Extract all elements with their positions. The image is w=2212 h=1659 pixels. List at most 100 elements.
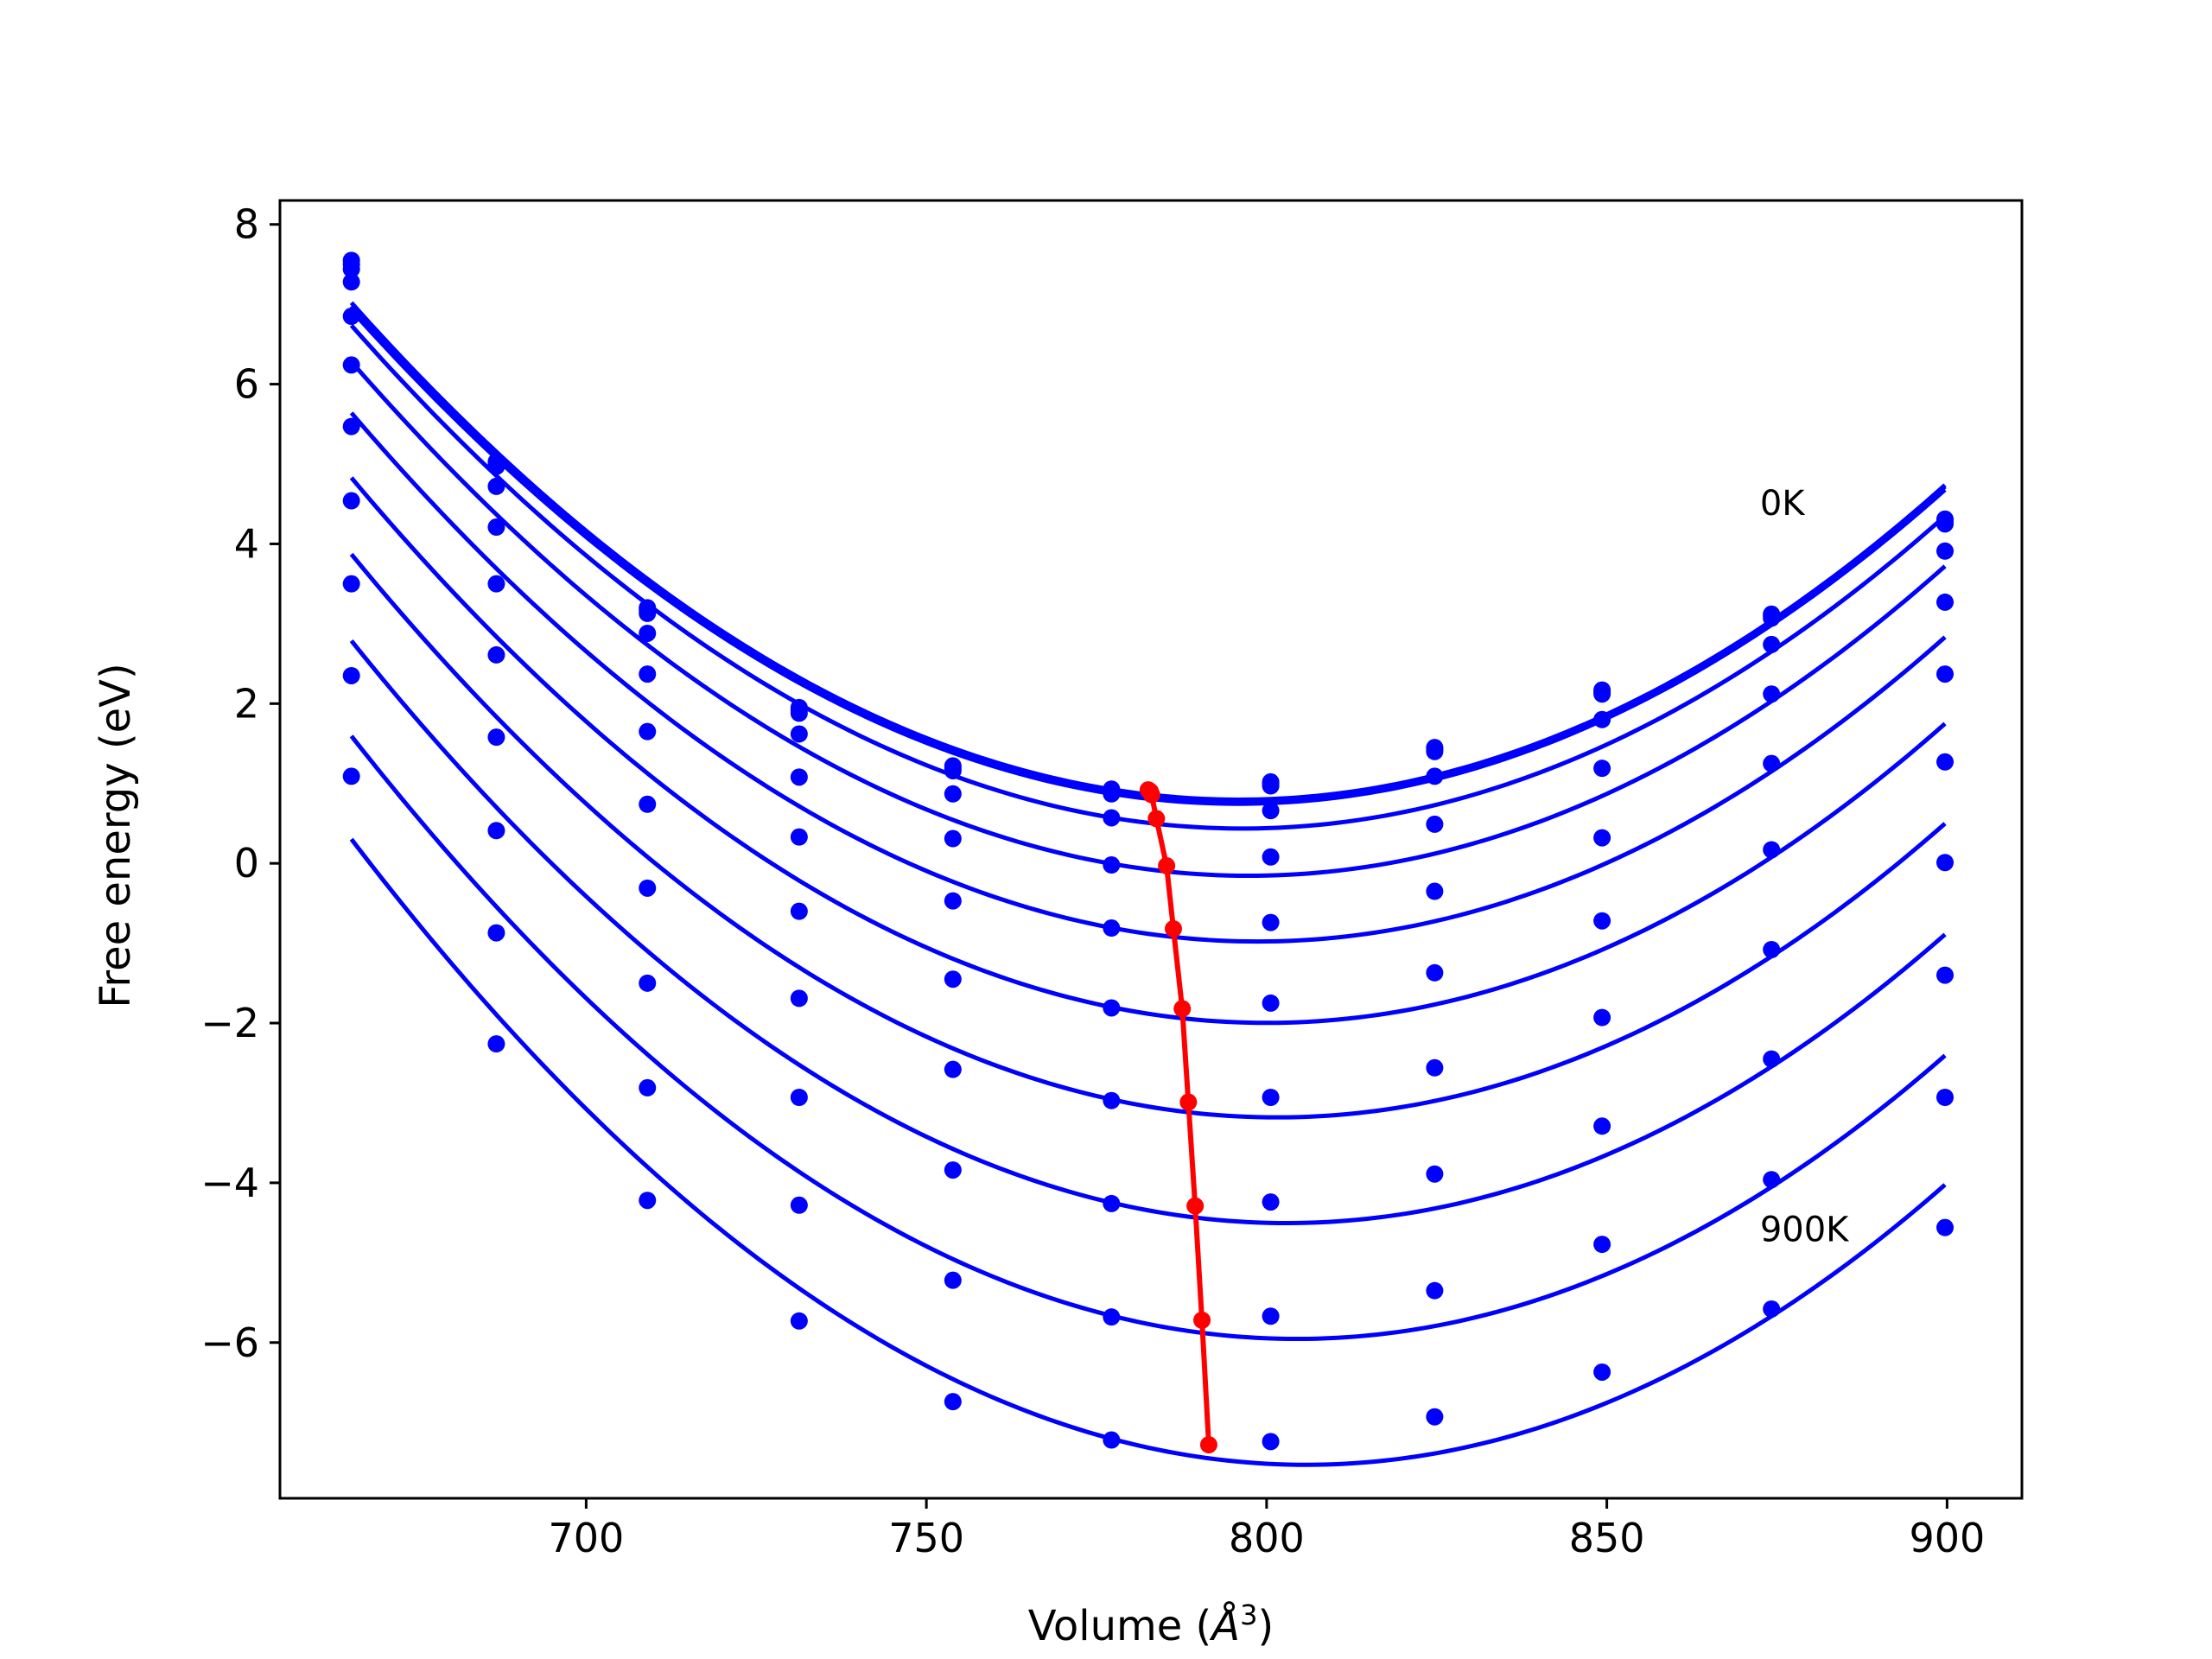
energy-point bbox=[790, 902, 808, 920]
energy-point bbox=[944, 761, 962, 779]
energy-curve bbox=[349, 837, 1947, 1467]
energy-point bbox=[1936, 1218, 1955, 1236]
energy-point bbox=[1262, 994, 1280, 1012]
energy-point bbox=[487, 924, 505, 942]
energy-point bbox=[1103, 999, 1121, 1017]
energy-point bbox=[1763, 1300, 1781, 1318]
energy-point bbox=[1426, 1058, 1444, 1077]
energy-point bbox=[1262, 913, 1280, 931]
temperature-annotation: 900K bbox=[1760, 1210, 1850, 1249]
energy-point bbox=[1936, 593, 1955, 611]
energy-point bbox=[1262, 1088, 1280, 1106]
plot-frame bbox=[278, 199, 2024, 1500]
energy-point bbox=[1936, 515, 1955, 533]
energy-point bbox=[342, 666, 360, 684]
minimum-point bbox=[1186, 1197, 1205, 1215]
y-axis-label: Free energy (eV) bbox=[92, 663, 140, 1007]
minimum-point bbox=[1158, 856, 1176, 874]
energy-point bbox=[1763, 941, 1781, 959]
energy-point bbox=[1936, 966, 1955, 984]
y-tick-label: −6 bbox=[200, 1319, 259, 1366]
energy-point bbox=[1763, 609, 1781, 627]
energy-curve bbox=[349, 411, 1947, 944]
energy-point bbox=[790, 704, 808, 722]
energy-point bbox=[1593, 1117, 1611, 1135]
energy-curve bbox=[349, 323, 1947, 831]
energy-point bbox=[342, 767, 360, 785]
energy-point bbox=[790, 1196, 808, 1214]
energy-point bbox=[1936, 665, 1955, 683]
energy-point bbox=[639, 879, 657, 897]
energy-point bbox=[1103, 1194, 1121, 1212]
energy-point bbox=[1103, 1431, 1121, 1449]
energy-point bbox=[487, 822, 505, 840]
energy-point bbox=[1103, 919, 1121, 938]
energy-point bbox=[790, 989, 808, 1007]
energy-point bbox=[1763, 685, 1781, 703]
energy-point bbox=[342, 492, 360, 510]
energy-point bbox=[639, 722, 657, 741]
energy-point bbox=[790, 1312, 808, 1330]
y-tick-label: 2 bbox=[234, 680, 259, 727]
minimum-point bbox=[1164, 919, 1182, 938]
energy-point bbox=[1426, 963, 1444, 982]
energy-point bbox=[1262, 777, 1280, 795]
energy-point bbox=[1593, 829, 1611, 847]
energy-point bbox=[342, 417, 360, 435]
energy-point bbox=[487, 457, 505, 475]
x-axis-label-text: Volume ( bbox=[1028, 1602, 1212, 1650]
x-tick-label: 700 bbox=[548, 1515, 624, 1561]
energy-curve bbox=[349, 476, 1947, 1026]
energy-point bbox=[1936, 1088, 1955, 1106]
energy-point bbox=[639, 624, 657, 642]
minimum-point bbox=[1147, 810, 1166, 828]
energy-point bbox=[944, 1161, 962, 1179]
energy-point bbox=[1262, 1307, 1280, 1325]
y-tick-label: 0 bbox=[234, 840, 259, 887]
y-tick-label: −2 bbox=[200, 1000, 259, 1046]
energy-point bbox=[1936, 753, 1955, 771]
energy-curve bbox=[349, 639, 1947, 1226]
energy-point bbox=[944, 1060, 962, 1078]
energy-point bbox=[1426, 882, 1444, 900]
energy-point bbox=[1593, 685, 1611, 703]
x-tick-label: 800 bbox=[1229, 1515, 1305, 1561]
energy-point bbox=[1426, 1408, 1444, 1426]
y-tick-label: 4 bbox=[234, 520, 259, 567]
energy-point bbox=[639, 795, 657, 813]
energy-point bbox=[1103, 785, 1121, 803]
y-tick-label: −4 bbox=[200, 1160, 259, 1206]
energy-point bbox=[342, 308, 360, 326]
x-axis-label-symbol: Å bbox=[1209, 1601, 1240, 1650]
energy-curves bbox=[349, 301, 1947, 1467]
energy-point bbox=[1426, 767, 1444, 785]
y-axis-ticks: −6 −4 −2 0 2 4 6 8 bbox=[200, 201, 280, 1366]
energy-point bbox=[342, 575, 360, 593]
energy-point bbox=[342, 273, 360, 291]
energy-point bbox=[1936, 854, 1955, 872]
energy-point bbox=[1262, 848, 1280, 866]
energy-point bbox=[487, 575, 505, 593]
energy-point bbox=[1426, 1165, 1444, 1183]
energy-point bbox=[1593, 710, 1611, 728]
energy-point bbox=[487, 1035, 505, 1053]
energy-point bbox=[1103, 809, 1121, 827]
energy-point bbox=[1426, 815, 1444, 833]
y-tick-label: 8 bbox=[234, 201, 259, 248]
energy-point bbox=[1103, 1308, 1121, 1326]
energy-point bbox=[1262, 802, 1280, 820]
energy-point bbox=[1593, 912, 1611, 930]
energy-point bbox=[1936, 542, 1955, 560]
energy-point bbox=[944, 1393, 962, 1411]
x-axis-label-exponent: 3 bbox=[1240, 1599, 1257, 1631]
energy-point bbox=[639, 665, 657, 683]
energy-point bbox=[1593, 1363, 1611, 1381]
minimum-point bbox=[1199, 1436, 1217, 1454]
energy-point bbox=[1426, 742, 1444, 760]
energy-point bbox=[1763, 841, 1781, 859]
x-axis-label-close: ) bbox=[1257, 1602, 1274, 1650]
energy-point bbox=[342, 260, 360, 278]
energy-point bbox=[1593, 760, 1611, 778]
